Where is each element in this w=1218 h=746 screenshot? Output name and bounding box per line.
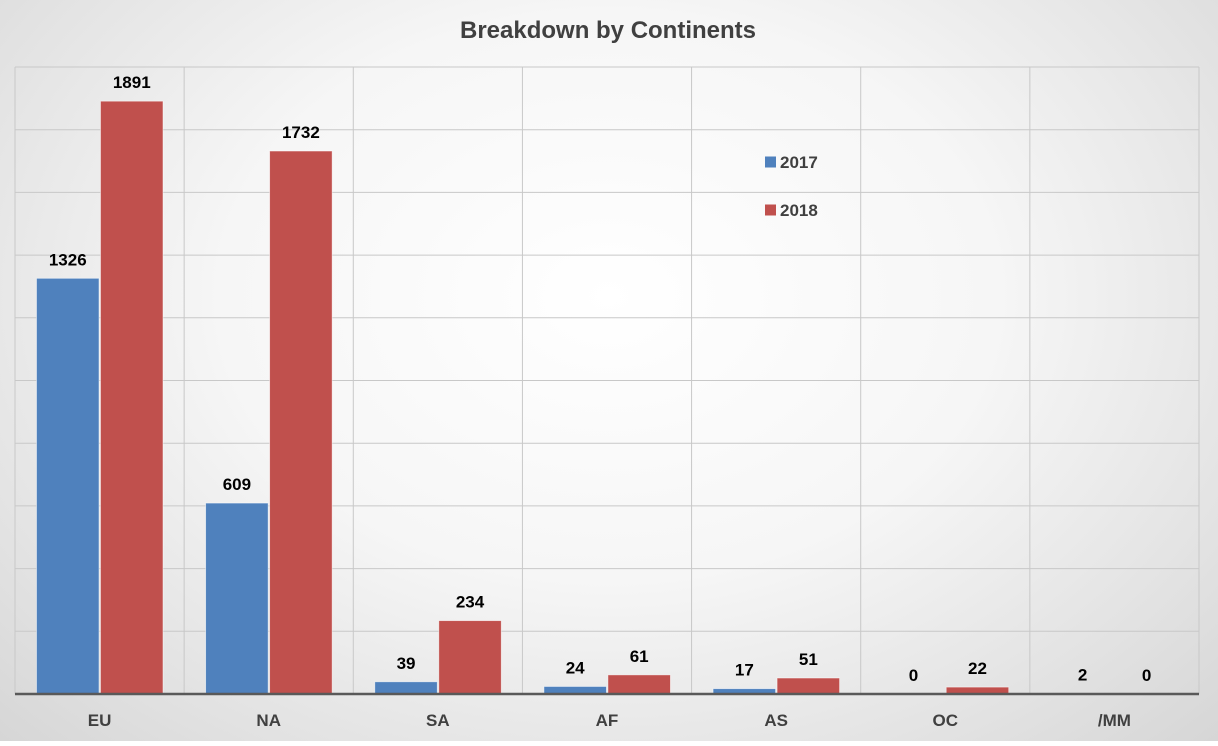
data-label-2017-mm: 2 <box>1078 665 1087 684</box>
legend: 2017 2018 <box>765 153 818 220</box>
x-tick-label-na: NA <box>256 711 281 730</box>
legend-label-2017: 2017 <box>780 153 818 172</box>
gridlines <box>14 66 1200 694</box>
data-label-2018-mm: 0 <box>1142 666 1151 685</box>
x-tick-label-af: AF <box>596 711 619 730</box>
chart-title: Breakdown by Continents <box>460 17 756 44</box>
data-label-2017-af: 24 <box>566 658 585 677</box>
data-label-2018-af: 61 <box>630 647 649 666</box>
bar-2017-na <box>205 502 269 695</box>
bar-2018-as <box>776 677 840 695</box>
x-tick-label-eu: EU <box>88 711 112 730</box>
data-labels: 1326 609 39 24 17 0 2 1891 1732 234 61 51 22 0 <box>49 73 1152 685</box>
legend-swatch-2018 <box>765 204 776 216</box>
data-label-2017-eu: 1326 <box>49 250 87 269</box>
x-tick-label-sa: SA <box>426 711 450 730</box>
x-tick-label-mm: /MM <box>1098 711 1131 730</box>
x-tick-label-as: AS <box>764 711 788 730</box>
bar-2018-na <box>269 150 333 695</box>
data-label-2018-eu: 1891 <box>113 73 151 92</box>
bar-2017-sa <box>374 681 438 695</box>
data-label-2018-sa: 234 <box>456 593 485 612</box>
x-axis: EU NA SA AF AS OC/MM <box>15 692 1199 730</box>
data-label-2017-as: 17 <box>735 661 754 680</box>
x-tick-label-oc: OC <box>933 711 959 730</box>
data-label-2018-as: 51 <box>799 650 818 669</box>
data-label-2017-oc: 0 <box>909 666 918 685</box>
data-label-2018-na: 1732 <box>282 123 320 142</box>
bars <box>36 100 1115 695</box>
data-label-2017-sa: 39 <box>397 654 416 673</box>
legend-swatch-2017 <box>765 156 776 168</box>
data-label-2018-oc: 22 <box>968 659 987 678</box>
bar-2017-eu <box>36 277 100 695</box>
bar-2018-sa <box>438 620 502 695</box>
legend-label-2018: 2018 <box>780 201 818 220</box>
bar-2018-eu <box>100 100 164 695</box>
bar-2018-af <box>607 674 671 695</box>
data-label-2017-na: 609 <box>223 475 251 494</box>
